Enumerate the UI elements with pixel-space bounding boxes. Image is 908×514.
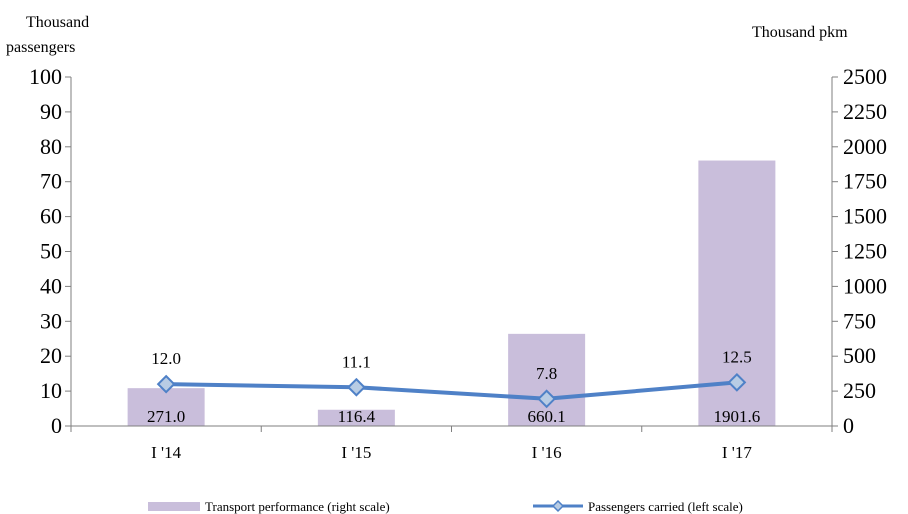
left-tick-label: 50 bbox=[40, 239, 62, 264]
passengers-line bbox=[166, 380, 738, 401]
right-tick-label: 250 bbox=[843, 378, 876, 403]
category-label: I '15 bbox=[341, 443, 371, 462]
right-tick-label: 0 bbox=[843, 413, 854, 438]
line-marker bbox=[537, 389, 557, 409]
data-labels: 12.0 11.1 7.8 12.5 271.0 116.4 660.1 1901.6 bbox=[147, 347, 760, 426]
right-tick-label: 1000 bbox=[843, 273, 887, 298]
bar bbox=[127, 388, 205, 426]
category-label: I '17 bbox=[722, 443, 752, 462]
right-axis-title: Thousand pkm bbox=[752, 24, 848, 41]
right-tick-label: 2000 bbox=[843, 134, 887, 159]
right-tick-label: 1750 bbox=[843, 169, 887, 194]
bar-data-label: 116.4 bbox=[338, 407, 376, 426]
bar-series bbox=[127, 160, 776, 427]
left-tick-label: 90 bbox=[40, 99, 62, 124]
left-axis-ticks: 0 10 20 30 40 50 60 70 80 90 100 bbox=[29, 64, 71, 438]
left-tick-label: 30 bbox=[40, 308, 62, 333]
line-data-label: 12.5 bbox=[722, 347, 752, 366]
left-axis-title-line-1: Thousand bbox=[26, 14, 89, 31]
legend-bar-label: Transport performance (right scale) bbox=[205, 499, 390, 514]
legend-bar-swatch bbox=[148, 502, 200, 511]
line-data-label: 7.8 bbox=[536, 364, 557, 383]
bar-data-label: 1901.6 bbox=[714, 407, 761, 426]
bar-data-label: 271.0 bbox=[147, 407, 185, 426]
right-tick-label: 2250 bbox=[843, 99, 887, 124]
left-tick-label: 60 bbox=[40, 204, 62, 229]
right-tick-label: 1500 bbox=[843, 204, 887, 229]
left-tick-label: 70 bbox=[40, 169, 62, 194]
left-tick-label: 40 bbox=[40, 273, 62, 298]
left-tick-label: 100 bbox=[29, 64, 62, 89]
left-tick-label: 0 bbox=[51, 413, 62, 438]
line-series bbox=[156, 372, 747, 409]
left-tick-label: 20 bbox=[40, 343, 62, 368]
bar bbox=[317, 409, 395, 426]
legend-line-label: Passengers carried (left scale) bbox=[588, 499, 743, 514]
category-label: I '16 bbox=[532, 443, 562, 462]
left-tick-label: 10 bbox=[40, 378, 62, 403]
line-marker bbox=[346, 377, 366, 397]
legend: Transport performance (right scale) Pass… bbox=[148, 499, 743, 514]
legend-line-marker bbox=[551, 499, 565, 513]
right-tick-label: 750 bbox=[843, 308, 876, 333]
left-tick-label: 80 bbox=[40, 134, 62, 159]
bar-data-label: 660.1 bbox=[528, 407, 566, 426]
right-tick-label: 500 bbox=[843, 343, 876, 368]
line-marker bbox=[156, 374, 176, 394]
category-labels: I '14 I '15 I '16 I '17 bbox=[151, 443, 752, 462]
left-axis-title-line-2: passengers bbox=[6, 39, 75, 56]
right-axis-ticks: 0 250 500 750 1000 1250 1500 1750 2000 2250 2500 bbox=[832, 64, 887, 438]
right-tick-label: 2500 bbox=[843, 64, 887, 89]
axes bbox=[70, 77, 833, 432]
bar bbox=[508, 333, 586, 426]
line-data-label: 11.1 bbox=[342, 352, 371, 371]
line-marker bbox=[727, 372, 747, 392]
category-label: I '14 bbox=[151, 443, 181, 462]
right-tick-label: 1250 bbox=[843, 239, 887, 264]
line-data-label: 12.0 bbox=[151, 349, 181, 368]
